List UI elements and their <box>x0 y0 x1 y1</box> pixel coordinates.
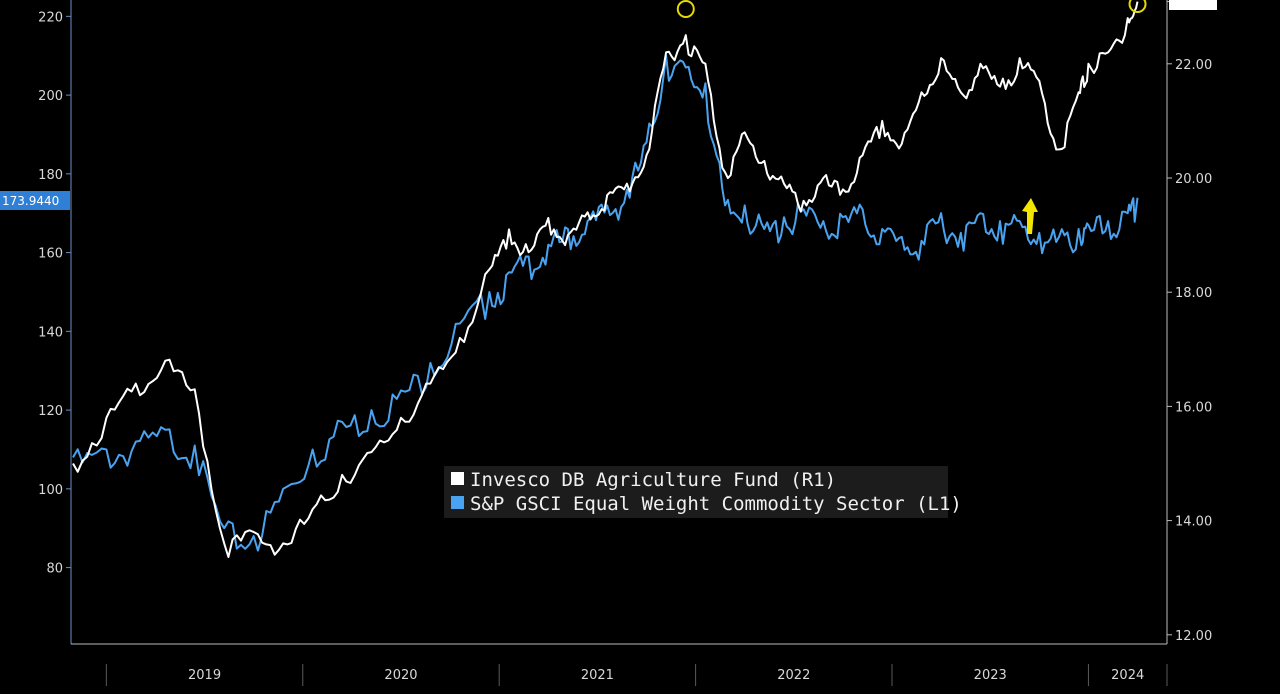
annotation-layer <box>676 0 1147 234</box>
legend-label-series-2: S&P GSCI Equal Weight Commodity Sector (… <box>470 493 962 515</box>
x-tick-labels: 2019 2020 2021 2022 2023 2024 <box>105 664 1168 686</box>
last-value-label-left: 173.9440 <box>2 194 59 208</box>
right-tick-label: 12.00 <box>1175 629 1212 644</box>
left-tick-label: 200 <box>38 89 63 104</box>
last-value-badge-right: 23.09 <box>1169 0 1217 11</box>
up-arrow-icon <box>1022 198 1038 234</box>
legend: Invesco DB Agriculture Fund (R1) S&P GSC… <box>444 466 962 518</box>
last-value-label-right: 23.09 <box>1173 0 1207 11</box>
left-tick-label: 220 <box>38 10 63 25</box>
left-tick-label: 140 <box>38 325 63 340</box>
legend-label-series-1: Invesco DB Agriculture Fund (R1) <box>470 469 836 491</box>
right-tick-label: 20.00 <box>1175 172 1212 187</box>
highlight-circle-2022 <box>676 0 695 18</box>
left-tick-label: 180 <box>38 168 63 183</box>
right-tick-label: 16.00 <box>1175 400 1212 415</box>
legend-swatch-series-2 <box>451 496 464 509</box>
highlight-circle-2024 <box>1128 0 1147 13</box>
series-line-sp-gsci <box>72 54 1139 552</box>
right-tick-label: 22.00 <box>1175 58 1212 73</box>
last-value-badge-left-bg <box>0 191 70 210</box>
series-line-invesco-dba <box>72 1 1139 558</box>
legend-swatch-series-1 <box>451 472 464 485</box>
left-tick-label: 100 <box>38 483 63 498</box>
x-tick-label: 2020 <box>384 668 417 683</box>
left-tick-label: 80 <box>46 562 63 577</box>
x-tick-label: 2023 <box>974 668 1007 683</box>
right-tick-label: 18.00 <box>1175 286 1212 301</box>
left-tick-labels: 80 100 120 140 160 180 200 220 <box>38 10 71 577</box>
x-tick-label: 2022 <box>777 668 810 683</box>
last-value-badge-left: 173.9440 <box>0 191 70 210</box>
last-value-badge-right-bg <box>1169 0 1217 10</box>
left-tick-label: 160 <box>38 247 63 262</box>
x-tick-label: 2021 <box>581 668 614 683</box>
x-tick-label: 2019 <box>188 668 221 683</box>
right-tick-label: 14.00 <box>1175 515 1212 530</box>
x-tick-label: 2024 <box>1111 668 1144 683</box>
legend-background <box>444 466 948 518</box>
left-tick-label: 120 <box>38 404 63 419</box>
right-tick-labels: 12.00 14.00 16.00 18.00 20.00 22.00 <box>1167 1 1212 644</box>
series-layer <box>72 1 1139 558</box>
